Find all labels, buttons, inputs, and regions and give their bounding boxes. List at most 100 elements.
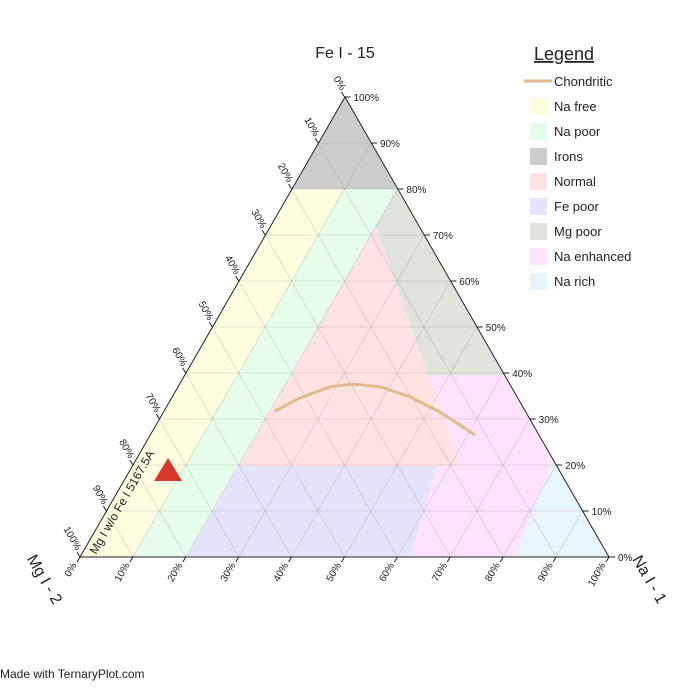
mg-tick-label: 100% (61, 525, 83, 553)
mg-tick-label: 20% (275, 162, 295, 185)
mg-tick-label: 80% (116, 438, 136, 461)
mg-tick-mark (208, 321, 213, 328)
mg-tick-mark (129, 459, 134, 466)
mg-tick-mark (288, 183, 293, 190)
na-tick-label: 50% (325, 561, 345, 584)
legend-swatch (530, 248, 547, 265)
region-na-poor (133, 189, 397, 557)
series-line (274, 382, 476, 437)
legend-swatch (530, 198, 547, 215)
na-tick-label: 30% (219, 561, 239, 584)
grid-line (264, 234, 451, 558)
na-tick-label: 80% (483, 561, 503, 584)
grid-line (291, 280, 451, 558)
region-na-rich (515, 460, 609, 557)
mg-tick-mark (261, 229, 266, 236)
na-tick-label: 60% (377, 561, 397, 584)
grid-line (238, 280, 398, 558)
mg-tick-mark (341, 91, 345, 98)
na-tick-label: 40% (272, 561, 292, 584)
na-tick-mark (605, 556, 610, 563)
na-tick-mark (129, 556, 134, 563)
na-tick-mark (182, 556, 187, 563)
legend-label: Na enhanced (554, 249, 631, 264)
fe-tick-label: 60% (459, 277, 479, 288)
grid (106, 142, 583, 558)
na-tick-mark (288, 556, 293, 563)
fe-tick-label: 40% (512, 369, 532, 380)
axis-title-left: Mg I - 2 (23, 552, 65, 608)
legend: Legend Chondritic Na free Na poor Irons Norm… (524, 44, 631, 290)
grid-line (159, 418, 240, 558)
grid-line (502, 464, 557, 558)
grid-line (106, 510, 134, 558)
na-tick-mark (552, 556, 557, 563)
legend-label: Na poor (554, 124, 601, 139)
na-tick-mark (76, 556, 81, 563)
na-tick-mark (499, 556, 504, 563)
region-irons (291, 97, 397, 189)
grid-line (185, 188, 398, 558)
mg-tick-mark (314, 137, 319, 144)
na-tick-label: 0% (63, 561, 80, 579)
region-na-enhanced (410, 375, 553, 557)
mg-tick-label: 0% (331, 74, 348, 92)
legend-label: Mg poor (554, 224, 602, 239)
na-tick-label: 70% (430, 561, 450, 584)
footer: Made with TernaryPlot.com (0, 667, 145, 681)
legend-swatch (530, 98, 547, 115)
region-mg-poor (376, 189, 505, 375)
grid-line (291, 188, 504, 558)
na-tick-mark (235, 556, 240, 563)
fe-tick-label: 10% (592, 507, 612, 518)
grid-line (449, 418, 530, 558)
grid-line (397, 372, 504, 558)
regions (80, 97, 609, 557)
fe-tick-label: 30% (539, 415, 559, 426)
na-tick-mark (446, 556, 451, 563)
mg-tick-label: 30% (249, 208, 269, 231)
fe-tick-label: 0% (618, 553, 633, 564)
mg-tick-mark (235, 275, 240, 282)
fe-tick-label: 70% (433, 231, 453, 242)
na-tick-label: 20% (166, 561, 186, 584)
legend-swatch (530, 148, 547, 165)
na-tick-label: 10% (113, 561, 133, 584)
mg-tick-label: 10% (301, 116, 321, 139)
grid-line (132, 464, 187, 558)
legend-label: Na rich (554, 274, 595, 289)
region-normal (238, 226, 460, 466)
fe-tick-label: 90% (380, 139, 400, 150)
grid-line (238, 234, 425, 558)
grid-line (132, 142, 372, 558)
region-fe-poor (186, 466, 437, 557)
mg-tick-label: 40% (222, 254, 242, 277)
legend-swatch (530, 273, 547, 290)
fe-tick-label: 100% (354, 93, 380, 104)
legend-label: Na free (554, 99, 597, 114)
legend-label: Irons (554, 149, 583, 164)
axis-title-right: Na I - 1 (628, 553, 669, 607)
mg-tick-label: 60% (169, 346, 189, 369)
legend-label: Fe poor (554, 199, 599, 214)
grid-line (211, 326, 345, 558)
na-tick-mark (341, 556, 345, 563)
mg-tick-mark (76, 551, 81, 558)
na-tick-label: 90% (536, 561, 556, 584)
legend-swatch (530, 223, 547, 240)
fe-tick-label: 50% (486, 323, 506, 334)
mg-tick-mark (155, 413, 160, 420)
mg-tick-label: 90% (90, 484, 110, 507)
fe-tick-label: 80% (406, 185, 426, 196)
legend-swatch (530, 173, 547, 190)
mg-tick-mark (103, 505, 107, 512)
grid-line (555, 510, 583, 558)
na-tick-mark (393, 556, 398, 563)
legend-title: Legend (534, 44, 594, 64)
legend-label: Normal (554, 174, 596, 189)
na-tick-label: 100% (586, 561, 608, 589)
grid-line (344, 326, 478, 558)
point-marker (154, 458, 183, 482)
region-na-free (80, 189, 345, 557)
